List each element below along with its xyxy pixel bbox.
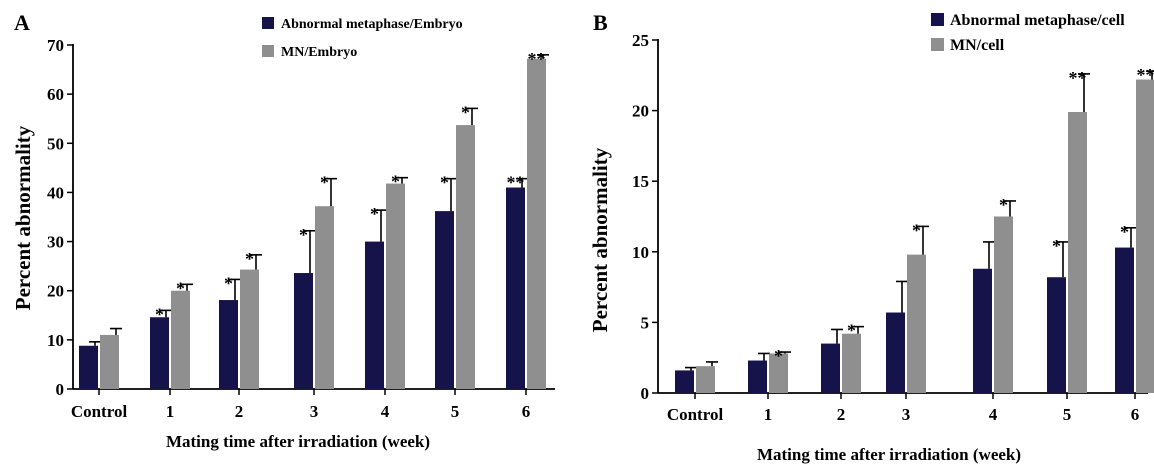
panel-b-legend-swatch-mn — [931, 38, 944, 51]
panel-b-significance-mark: ** — [1137, 65, 1154, 85]
panel-b-significance-mark: * — [774, 346, 783, 366]
panel-b-y-tick-label: 20 — [632, 102, 649, 121]
panel-a-bar-mn — [386, 184, 405, 389]
panel-a-bar-mn — [240, 270, 259, 389]
panel-b-bar-abnormal-metaphase — [973, 269, 992, 393]
panel-b-legend: Abnormal metaphase/cell MN/cell — [931, 12, 1125, 54]
panel-a-legend-label-abnormal-metaphase: Abnormal metaphase/Embryo — [281, 17, 463, 32]
panel-a-significance-mark: * — [245, 249, 254, 269]
panel-a-bar-abnormal-metaphase — [506, 188, 525, 389]
panel-a-y-tick-label: 50 — [47, 134, 64, 153]
panel-b-legend-label-mn: MN/cell — [950, 37, 1005, 54]
panel-a-significance-mark: * — [461, 102, 470, 122]
panel-b-significance-mark: * — [999, 195, 1008, 215]
panel-b-bar-abnormal-metaphase — [886, 313, 905, 393]
panel-b-x-tick-label: 2 — [837, 405, 846, 424]
panel-a-bar-mn — [100, 335, 119, 389]
panel-a-bar-abnormal-metaphase — [79, 346, 98, 389]
panel-a-x-tick-label: 2 — [235, 402, 244, 421]
panel-a-x-tick-label: Control — [71, 402, 128, 421]
panel-b-bar-abnormal-metaphase — [1115, 248, 1134, 393]
panel-b-label: B — [593, 10, 608, 35]
panel-b-significance-mark: ** — [1069, 68, 1087, 88]
panel-b-x-tick-label: 5 — [1063, 405, 1072, 424]
panel-b-x-tick-label: 4 — [989, 405, 998, 424]
panel-b-chart: B Percent abnormality Mating time after … — [588, 10, 1154, 464]
panel-a-legend-swatch-mn — [262, 45, 274, 57]
panel-b-bar-abnormal-metaphase — [821, 344, 840, 393]
panel-a-bar-abnormal-metaphase — [365, 242, 384, 389]
panel-a-bar-mn — [171, 291, 190, 389]
panel-a-x-axis-label: Mating time after irradiation (week) — [166, 432, 430, 451]
panel-a-y-tick-label: 20 — [47, 282, 64, 301]
panel-b-legend-label-abnormal-metaphase: Abnormal metaphase/cell — [950, 12, 1125, 29]
panel-a-significance-mark: * — [440, 173, 449, 193]
panel-a-y-tick-label: 30 — [47, 233, 64, 252]
panel-b-bar-mn — [1068, 112, 1087, 393]
panel-b-bar-mn — [842, 334, 861, 393]
panel-a-bar-abnormal-metaphase — [219, 300, 238, 389]
panel-b-significance-mark: * — [1052, 236, 1061, 256]
panel-b-x-tick-label: 1 — [764, 405, 773, 424]
panel-a-x-tick-label: 6 — [522, 402, 531, 421]
panel-a-legend-swatch-abnormal-metaphase — [262, 17, 274, 29]
panel-a-bar-abnormal-metaphase — [150, 317, 169, 389]
panel-a-label: A — [14, 10, 30, 35]
panel-b-significance-mark: * — [1120, 222, 1129, 242]
panel-b-x-tick-label: 6 — [1131, 405, 1140, 424]
panel-a-significance-mark: ** — [507, 173, 525, 193]
panel-a-y-tick-label: 60 — [47, 85, 64, 104]
panel-b-legend-swatch-abnormal-metaphase — [931, 13, 944, 26]
panel-a-legend-label-mn: MN/Embryo — [281, 45, 357, 60]
panel-a-significance-mark: * — [155, 304, 164, 324]
panel-a-significance-mark: * — [224, 273, 233, 293]
panel-a-y-tick-label: 70 — [47, 36, 64, 55]
panel-b-x-tick-label: Control — [667, 405, 724, 424]
panel-a-legend: Abnormal metaphase/Embryo MN/Embryo — [262, 17, 463, 60]
panel-a-bar-mn — [456, 125, 475, 389]
panel-b-bar-mn — [907, 255, 926, 393]
panel-a-bar-abnormal-metaphase — [294, 273, 313, 389]
panel-b-bar-abnormal-metaphase — [748, 361, 767, 393]
panel-b-bar-mn — [1136, 80, 1154, 393]
panel-a-bar-mn — [527, 59, 546, 389]
panel-a-y-tick-label: 0 — [56, 380, 65, 399]
panel-b-significance-mark: * — [847, 321, 856, 341]
panel-a-y-tick-label: 10 — [47, 331, 64, 350]
panel-b-y-axis-label: Percent abnormality — [588, 147, 612, 332]
panel-a-y-tick-label: 40 — [47, 183, 64, 202]
panel-a-significance-mark: * — [391, 172, 400, 192]
panel-b-y-tick-label: 15 — [632, 172, 649, 191]
panel-b-bar-mn — [994, 217, 1013, 394]
panel-b-x-axis-label: Mating time after irradiation (week) — [757, 445, 1021, 464]
panel-b-significance-mark: * — [912, 220, 921, 240]
panel-a-chart: A Percent abnormality Mating time after … — [11, 10, 555, 451]
panel-a-bar-mn — [315, 206, 334, 389]
panel-a-significance-mark: ** — [528, 49, 546, 69]
panel-b-bar-mn — [696, 366, 715, 393]
panel-a-x-tick-label: 5 — [451, 402, 460, 421]
panel-b-y-tick-label: 25 — [632, 31, 649, 50]
panel-b-bar-abnormal-metaphase — [1047, 277, 1066, 393]
panel-b-y-tick-label: 0 — [641, 384, 650, 403]
panel-a-bar-abnormal-metaphase — [435, 211, 454, 389]
panel-a-x-tick-label: 4 — [381, 402, 390, 421]
panel-a-significance-mark: * — [320, 173, 329, 193]
panel-b-y-tick-label: 5 — [641, 313, 650, 332]
panel-b-bar-abnormal-metaphase — [675, 370, 694, 393]
panel-a-x-tick-label: 3 — [310, 402, 319, 421]
panel-b-y-tick-label: 10 — [632, 243, 649, 262]
panel-a-y-axis-label: Percent abnormality — [11, 125, 35, 310]
panel-a-significance-mark: * — [370, 204, 379, 224]
panel-a-significance-mark: * — [299, 225, 308, 245]
panel-a-significance-mark: * — [176, 278, 185, 298]
panel-a-x-tick-label: 1 — [166, 402, 175, 421]
panel-b-x-tick-label: 3 — [902, 405, 911, 424]
